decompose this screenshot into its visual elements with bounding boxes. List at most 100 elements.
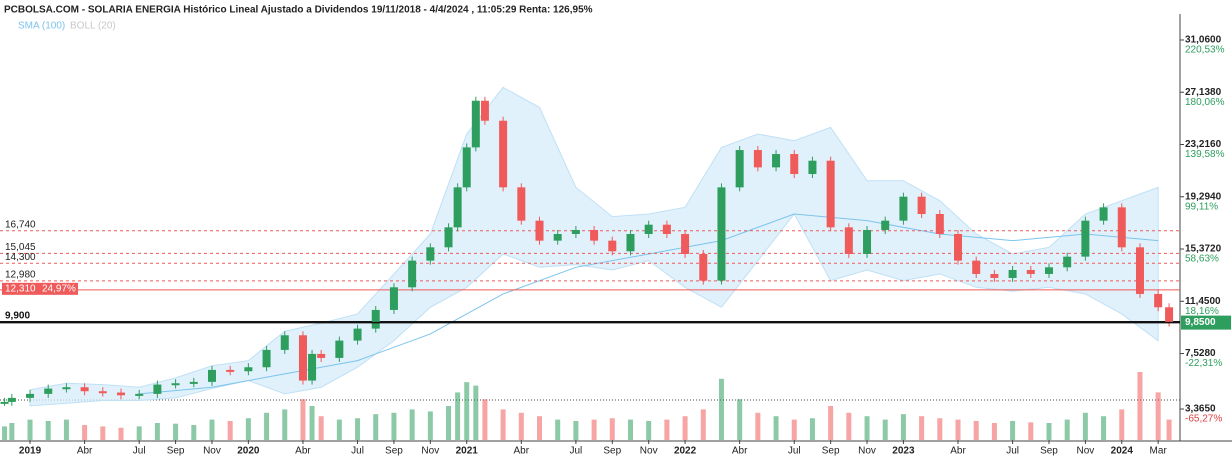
- candle-body: [1165, 307, 1174, 323]
- candle-body: [335, 340, 344, 358]
- x-tick-label: 2024: [1111, 446, 1134, 457]
- candle-body: [308, 353, 317, 381]
- candle-body: [189, 381, 198, 384]
- candle-body: [226, 369, 235, 372]
- candle-body: [1099, 207, 1108, 221]
- candle-body: [80, 387, 89, 392]
- candle-body: [881, 220, 890, 230]
- y-tick-label: 31,0600: [1185, 35, 1222, 46]
- x-tick-label: Abr: [77, 446, 93, 457]
- volume-bar: [664, 419, 670, 440]
- last-box: [1181, 315, 1231, 330]
- y-tick-pct: 99,11%: [1185, 201, 1218, 212]
- volume-bar: [373, 414, 379, 440]
- level-label: 15,045: [5, 242, 36, 253]
- volume-bar: [791, 419, 797, 440]
- floor-label: 9,900: [5, 311, 30, 322]
- x-tick-label: Nov: [858, 446, 876, 457]
- support-pct: 24,97%: [42, 283, 76, 294]
- volume-bar: [2, 426, 8, 440]
- candle-body: [298, 335, 307, 381]
- volume-bar: [446, 406, 452, 440]
- candle-body: [1044, 267, 1053, 274]
- x-tick-label: 2019: [19, 446, 42, 457]
- candle-body: [262, 349, 271, 368]
- candle-body: [1008, 269, 1017, 278]
- x-tick-label: 2020: [237, 446, 260, 457]
- candle-body: [0, 401, 9, 404]
- candle-body: [1081, 220, 1090, 257]
- legend-sma: SMA (100): [18, 21, 65, 32]
- volume-bar: [737, 399, 743, 440]
- volume-bar: [336, 419, 342, 440]
- x-tick-label: Nov: [421, 446, 439, 457]
- volume-bar: [609, 418, 615, 440]
- candle-body: [1154, 293, 1163, 308]
- candle-body: [171, 383, 180, 386]
- x-tick-label: Jul: [569, 446, 582, 457]
- volume-bar: [309, 406, 315, 440]
- volume-bar: [355, 418, 361, 440]
- candle-body: [26, 393, 35, 398]
- candle-body: [626, 233, 635, 252]
- volume-bar: [409, 409, 415, 440]
- volume-bar: [809, 418, 815, 440]
- volume-bar: [1064, 419, 1070, 440]
- volume-bar: [955, 419, 961, 440]
- volume-bar: [154, 423, 160, 440]
- x-tick-label: 2022: [674, 446, 697, 457]
- volume-bar: [882, 419, 888, 440]
- y-tick-pct: 180,06%: [1185, 97, 1225, 108]
- y-tick-label: 3,3650: [1185, 404, 1216, 415]
- volume-bar: [1010, 420, 1016, 440]
- volume-bar: [45, 420, 51, 440]
- volume-bar: [1119, 409, 1125, 440]
- volume-bar: [82, 425, 88, 440]
- y-tick-label: 19,2940: [1185, 191, 1222, 202]
- x-tick-label: Jul: [1006, 446, 1019, 457]
- candle-body: [717, 187, 726, 281]
- candle-body: [280, 335, 289, 350]
- volume-bar: [1101, 416, 1107, 440]
- volume-bar: [500, 409, 506, 440]
- candle-body: [98, 391, 107, 394]
- volume-bar: [1166, 419, 1172, 440]
- volume-bar: [1155, 392, 1161, 440]
- x-tick-label: 2021: [456, 446, 479, 457]
- volume-bar: [1046, 423, 1052, 440]
- volume-bar: [991, 423, 997, 440]
- volume-bar: [682, 416, 688, 440]
- level-label: 16,740: [5, 219, 36, 230]
- volume-bar: [718, 378, 724, 440]
- volume-bar: [627, 419, 633, 440]
- x-tick-label: Sep: [1040, 446, 1058, 457]
- volume-bar: [63, 419, 69, 440]
- candle-body: [954, 233, 963, 261]
- candle-body: [1117, 207, 1126, 248]
- candle-body: [353, 328, 362, 341]
- candle-body: [662, 224, 671, 234]
- candle-body: [753, 150, 762, 168]
- candle-body: [389, 287, 398, 310]
- candle-body: [471, 100, 480, 148]
- candle-body: [699, 253, 708, 281]
- support-label: 12,310: [5, 283, 36, 294]
- x-tick-label: Sep: [167, 446, 185, 457]
- candle-body: [553, 233, 562, 241]
- volume-bar: [100, 426, 106, 440]
- x-tick-label: Nov: [640, 446, 658, 457]
- y-tick-label: 7,5280: [1185, 348, 1216, 359]
- candle-body: [535, 220, 544, 241]
- x-tick-label: Abr: [732, 446, 748, 457]
- volume-bar: [1137, 372, 1143, 440]
- candle-body: [7, 397, 16, 402]
- candle-body: [772, 154, 781, 168]
- candle-body: [899, 196, 908, 221]
- candle-body: [735, 150, 744, 188]
- volume-bar: [864, 416, 870, 440]
- candle-body: [608, 240, 617, 252]
- y-tick-pct: -22,31%: [1185, 358, 1222, 369]
- volume-bar: [937, 418, 943, 440]
- volume-bar: [518, 412, 524, 440]
- y-tick-pct: -65,27%: [1185, 414, 1222, 425]
